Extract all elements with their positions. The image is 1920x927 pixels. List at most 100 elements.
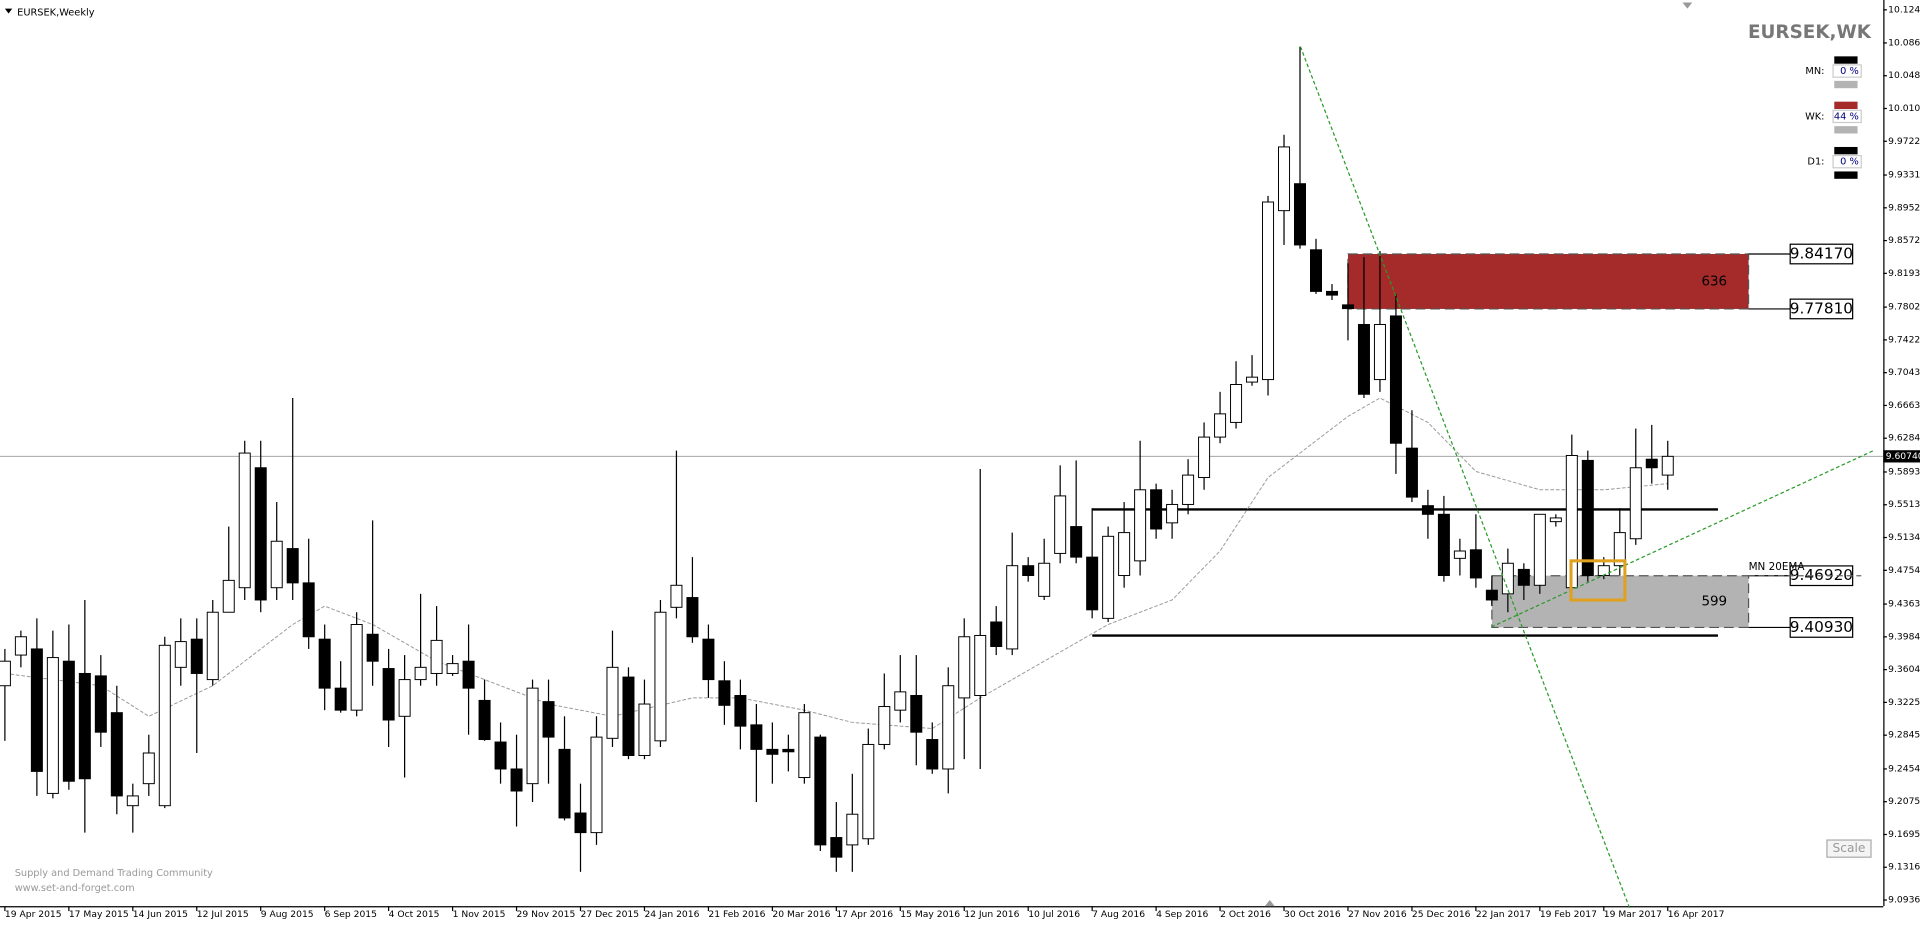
y-tick-label: 9.70430: [1888, 367, 1920, 378]
candle-body: [62, 660, 75, 782]
y-tick-label: 9.24545: [1888, 763, 1920, 774]
strength-bar: [1834, 56, 1858, 64]
candle-body: [958, 636, 971, 699]
candle-body: [350, 624, 363, 711]
candle-body: [1453, 550, 1466, 559]
candle-body: [0, 660, 11, 687]
chart-title: EURSEK,Weekly: [17, 7, 95, 18]
candle-body: [1517, 568, 1530, 586]
candle-body: [430, 639, 443, 674]
y-tick-label: 9.74225: [1888, 334, 1920, 345]
candle-body: [1006, 565, 1019, 650]
candle-body: [878, 706, 891, 745]
candle-body: [606, 666, 619, 739]
candle-body: [558, 748, 571, 819]
x-tick-label: 15 May 2016: [900, 909, 960, 920]
y-tick-label: 9.78020: [1888, 302, 1920, 313]
y-tick-label: 9.28455: [1888, 730, 1920, 741]
candle-body: [574, 812, 587, 834]
candle-body: [270, 540, 283, 589]
y-tick-label: 9.39840: [1888, 631, 1920, 642]
strength-bar: [1834, 80, 1858, 89]
candle-body: [542, 701, 555, 738]
x-tick-label: 30 Oct 2016: [1284, 909, 1341, 920]
y-tick-label: 9.62840: [1888, 433, 1920, 444]
candle-body: [782, 748, 795, 753]
y-tick-label: 9.66635: [1888, 400, 1920, 411]
candle-body: [286, 548, 299, 584]
zone: [1347, 253, 1750, 310]
scale-button[interactable]: Scale: [1826, 839, 1872, 858]
x-tick-label: 4 Sep 2016: [1156, 909, 1208, 920]
strength-box: [1832, 109, 1862, 124]
candle-body: [1278, 146, 1291, 212]
candle-body: [990, 621, 1003, 648]
zone-price-box: [1789, 617, 1854, 638]
candle-body: [446, 663, 459, 674]
strength-name: MN:: [1805, 66, 1824, 77]
candle-body: [1166, 503, 1179, 524]
candle-body: [1629, 467, 1642, 540]
candle-body: [1214, 413, 1227, 438]
y-tick-label: 9.55135: [1888, 499, 1920, 510]
candle-body: [1182, 474, 1195, 505]
candle-body: [734, 694, 747, 727]
candle-body: [382, 668, 395, 721]
candle-body: [302, 582, 315, 638]
zone-price-label: 9.40930: [1790, 618, 1853, 636]
candle-body: [254, 467, 267, 601]
x-tick-label: 6 Sep 2015: [325, 909, 377, 920]
candle-body: [142, 752, 155, 785]
candle-body: [1150, 489, 1163, 530]
x-tick-label: 27 Nov 2016: [1348, 909, 1407, 920]
candle-body: [862, 743, 875, 840]
y-tick-label: 9.89520: [1888, 202, 1920, 213]
candle-body: [190, 638, 203, 674]
strength-box: [1832, 64, 1862, 78]
candle-body: [1198, 436, 1211, 479]
strength-name: D1:: [1807, 157, 1824, 168]
candle-body: [1230, 384, 1243, 423]
scale-button-label[interactable]: Scale: [1833, 841, 1866, 855]
x-tick-label: 14 Jun 2015: [133, 909, 188, 920]
candle-body: [526, 687, 539, 785]
strength-label: 0 %: [1840, 157, 1859, 168]
x-tick-label: 29 Nov 2015: [517, 909, 576, 920]
candle-body: [510, 768, 523, 792]
x-tick-label: 1 Nov 2015: [453, 909, 506, 920]
candle-body: [1086, 556, 1099, 611]
x-tick-label: 10 Jul 2016: [1028, 909, 1080, 920]
candle-body: [222, 579, 235, 613]
x-tick-label: 16 Apr 2017: [1668, 909, 1725, 920]
candle-body: [1325, 290, 1338, 296]
x-tick-label: 12 Jul 2015: [197, 909, 249, 920]
strength-label: 0 %: [1840, 66, 1859, 77]
x-tick-label: 27 Dec 2015: [581, 909, 640, 920]
scroll-marker: [1264, 900, 1275, 907]
y-tick-label: 9.47545: [1888, 565, 1920, 576]
candle-body: [1118, 532, 1131, 577]
y-tick-label: 9.16955: [1888, 829, 1920, 840]
highlight-box: [1569, 559, 1627, 602]
candle-body: [94, 675, 107, 733]
candle-body: [110, 712, 123, 797]
candle-body: [654, 611, 667, 742]
y-tick-label: 10.04815: [1888, 70, 1920, 81]
candle-body: [942, 685, 955, 770]
candle-body: [814, 736, 827, 846]
candle-body: [1549, 517, 1562, 523]
candle-body: [1501, 562, 1514, 595]
zone-label: 636: [1701, 274, 1727, 289]
candle-body: [1437, 513, 1450, 577]
candle-body: [1070, 526, 1083, 558]
candle-body: [926, 739, 939, 770]
scale-button-frame[interactable]: [1826, 839, 1872, 858]
x-tick-label: 19 Apr 2015: [5, 909, 62, 920]
candle-body: [1613, 532, 1626, 567]
candle-body: [1134, 489, 1147, 562]
candle-body: [366, 633, 379, 662]
strength-bar: [1834, 146, 1858, 155]
x-tick-label: 21 Feb 2016: [708, 909, 765, 920]
y-tick-label: 9.97225: [1888, 136, 1920, 147]
